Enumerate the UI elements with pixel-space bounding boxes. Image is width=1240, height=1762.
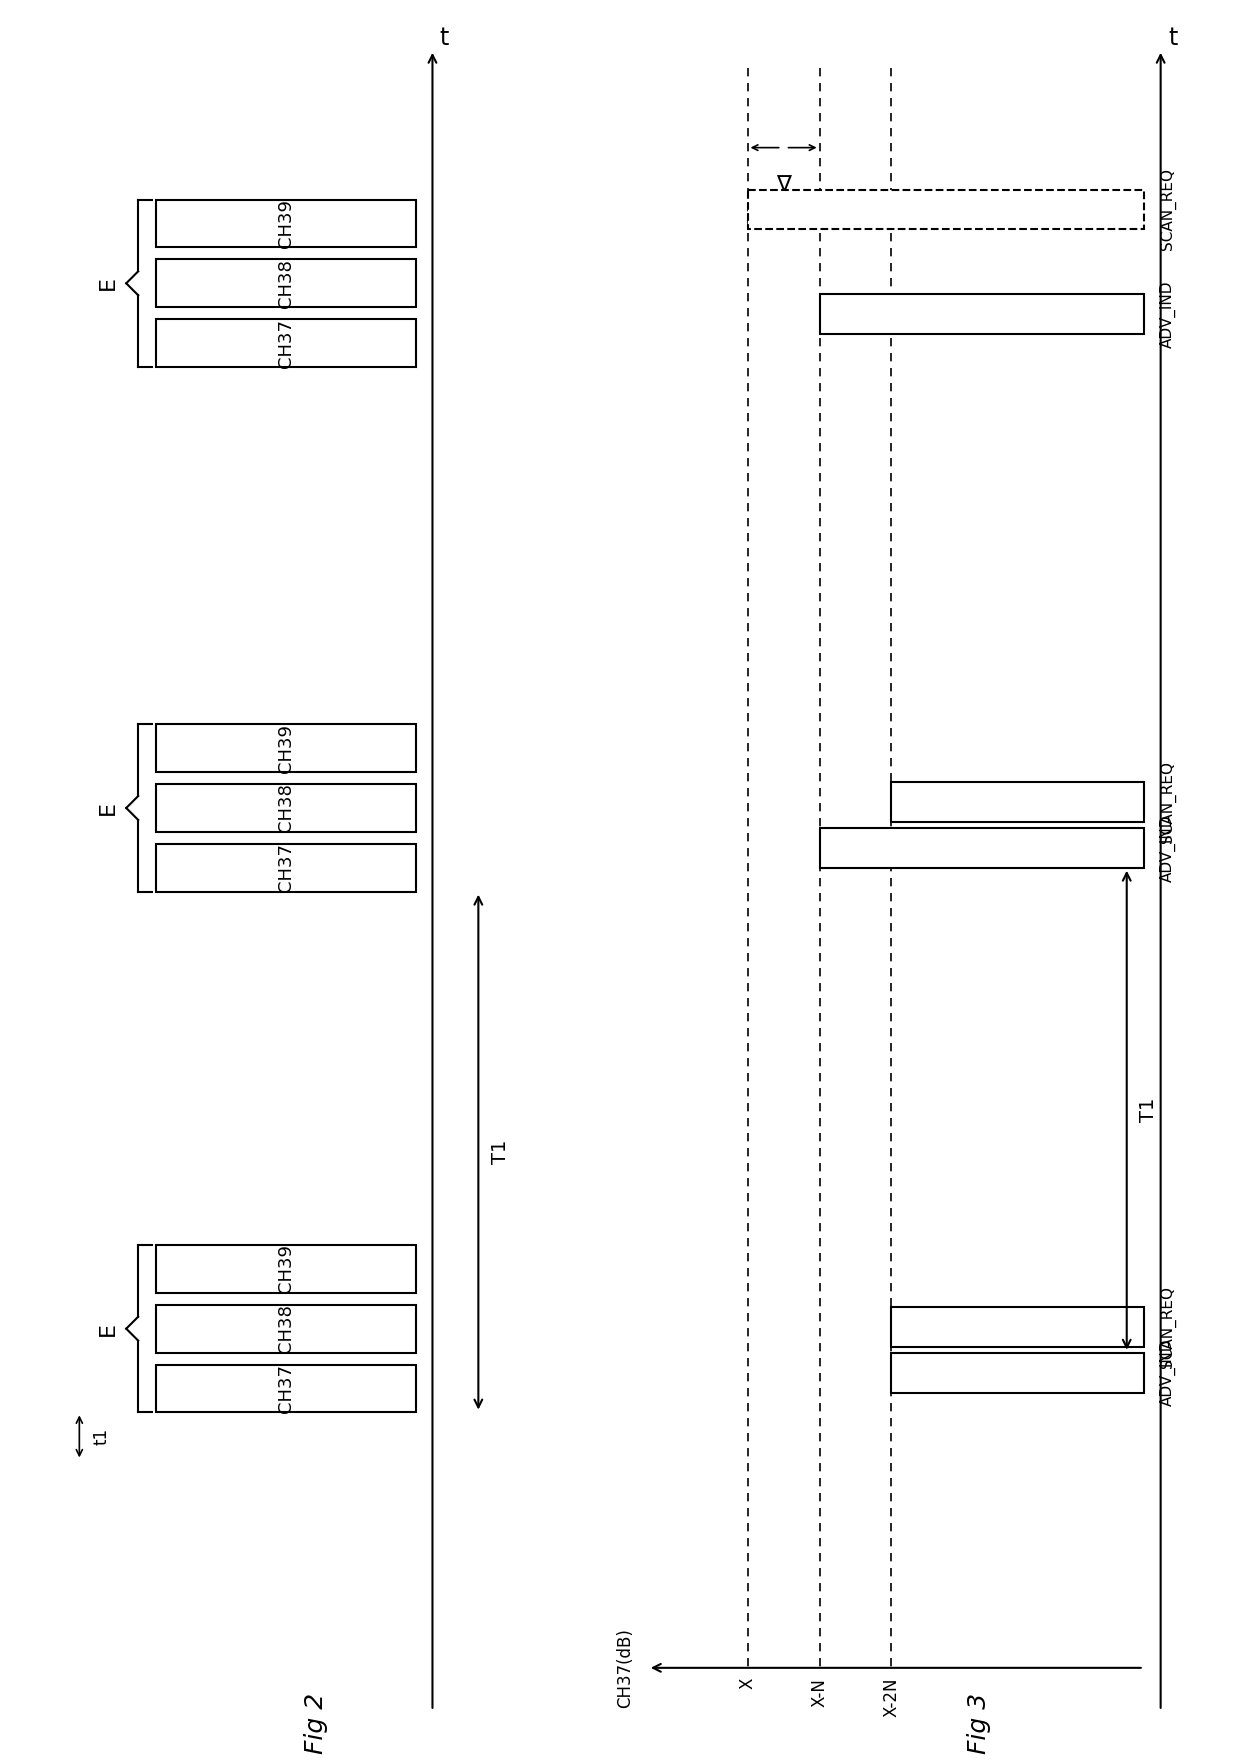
Text: X-N: X-N	[811, 1677, 828, 1707]
Text: t: t	[1168, 26, 1177, 49]
Text: X: X	[739, 1677, 756, 1690]
Bar	[156, 319, 415, 366]
Text: CH39: CH39	[277, 1244, 295, 1293]
Text: Fig 2: Fig 2	[304, 1693, 327, 1755]
Text: ADV_IND: ADV_IND	[1159, 280, 1176, 347]
Text: Fig 3: Fig 3	[967, 1693, 991, 1755]
Text: X-2N: X-2N	[883, 1677, 900, 1718]
Text: CH38: CH38	[277, 259, 295, 308]
Bar	[892, 782, 1143, 821]
Bar	[156, 1246, 415, 1293]
Text: t: t	[440, 26, 449, 49]
Text: SCAN_REQ: SCAN_REQ	[1159, 169, 1176, 250]
Bar	[748, 190, 1143, 229]
Bar	[892, 1307, 1143, 1346]
Text: E: E	[98, 1322, 118, 1336]
Bar	[156, 1304, 415, 1353]
Text: CH39: CH39	[277, 199, 295, 248]
Text: t1: t1	[92, 1427, 110, 1445]
Text: CH39: CH39	[277, 724, 295, 772]
Text: CH37: CH37	[277, 1364, 295, 1413]
Text: ∇: ∇	[776, 176, 791, 196]
Bar	[156, 724, 415, 772]
Text: CH37: CH37	[277, 844, 295, 892]
Bar	[156, 784, 415, 832]
Bar	[156, 199, 415, 247]
Bar	[156, 259, 415, 307]
Bar	[156, 1364, 415, 1413]
Text: E: E	[98, 277, 118, 291]
Text: T1: T1	[491, 1140, 510, 1165]
Text: ADV_IND: ADV_IND	[1159, 814, 1176, 881]
Text: SCAN_REQ: SCAN_REQ	[1159, 1286, 1176, 1367]
Text: CH37: CH37	[277, 319, 295, 368]
Text: SCAN_REQ: SCAN_REQ	[1159, 761, 1176, 842]
Text: CH37(dB): CH37(dB)	[616, 1628, 634, 1707]
Bar	[156, 844, 415, 892]
Text: E: E	[98, 802, 118, 816]
Bar	[892, 1353, 1143, 1392]
Text: CH38: CH38	[277, 784, 295, 832]
Text: T1: T1	[1140, 1098, 1158, 1122]
Bar	[820, 828, 1143, 869]
Text: CH38: CH38	[277, 1304, 295, 1353]
Bar	[820, 294, 1143, 335]
Text: ADV_IND: ADV_IND	[1159, 1339, 1176, 1406]
